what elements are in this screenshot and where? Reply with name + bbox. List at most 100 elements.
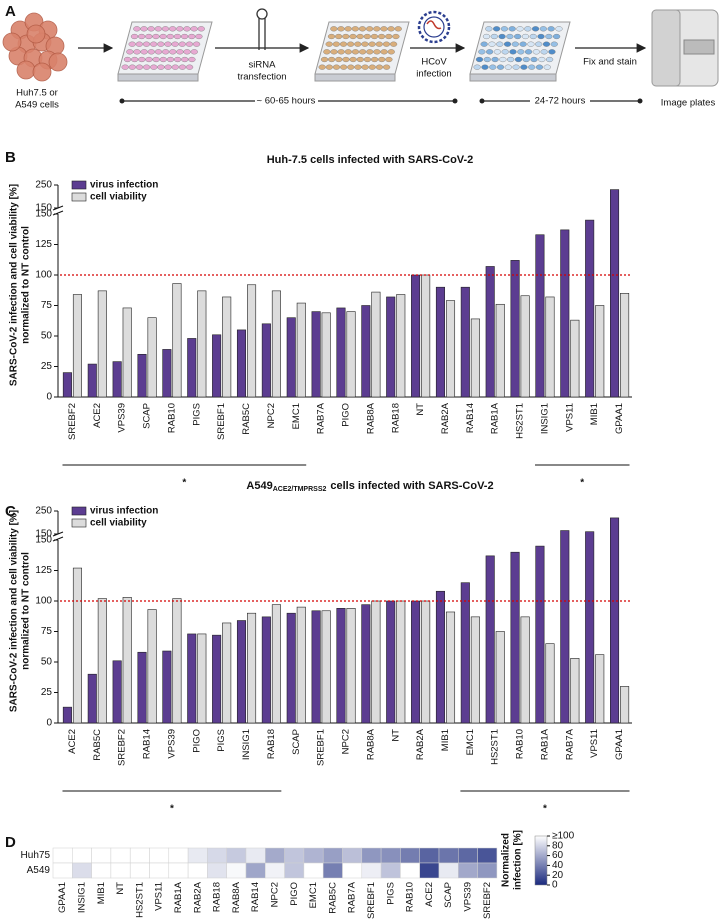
chart-title: A549ACE2/TMPRSS2 cells infected with SARS… — [246, 480, 493, 493]
legend-label: cell viability — [90, 192, 147, 203]
bar — [236, 620, 247, 724]
bar — [495, 303, 505, 398]
bar — [336, 307, 346, 398]
x-tick-label: EMC1 — [465, 729, 476, 755]
well — [366, 26, 374, 32]
well — [330, 26, 338, 32]
x-tick-label: RAB1A — [490, 402, 501, 434]
y-axis-label: normalized to NT control — [21, 226, 32, 344]
well — [347, 64, 355, 70]
column-label: PIGO — [289, 882, 300, 906]
x-tick-label: INSIG1 — [539, 403, 550, 434]
well — [553, 33, 561, 40]
well — [138, 33, 146, 40]
well — [387, 49, 395, 55]
well — [516, 26, 524, 32]
well — [503, 41, 512, 47]
heat-cell — [458, 847, 478, 864]
significance-label: * — [182, 478, 186, 489]
bar — [361, 305, 371, 398]
well — [537, 33, 545, 40]
colorbar-tick-label: 80 — [552, 840, 564, 851]
column-label: NPC2 — [269, 882, 280, 907]
x-tick-label: SCAP — [291, 729, 302, 755]
well — [166, 33, 174, 40]
bar — [520, 295, 530, 398]
bar — [172, 598, 182, 724]
bar — [460, 582, 470, 724]
heat-cell — [361, 847, 382, 864]
x-tick-label: ACE2 — [67, 729, 78, 754]
x-tick-label: GPAA1 — [614, 729, 625, 760]
heat-cell — [72, 847, 92, 864]
well — [330, 49, 338, 55]
infection-label: infection — [416, 69, 451, 80]
well — [543, 64, 551, 70]
well — [183, 49, 191, 55]
well — [509, 49, 517, 55]
well — [519, 41, 527, 47]
well — [347, 41, 355, 47]
well — [178, 64, 187, 70]
well — [190, 26, 198, 32]
x-tick-label: PIGO — [191, 729, 202, 753]
well — [157, 64, 165, 70]
well — [159, 33, 167, 40]
significance-label: * — [170, 804, 174, 815]
bar — [162, 349, 172, 398]
bar — [535, 234, 545, 398]
heat-cell — [72, 862, 92, 879]
y-tick-label: 150 — [35, 209, 52, 220]
well — [171, 41, 179, 47]
well — [349, 33, 357, 40]
cells-label: A549 cells — [15, 100, 59, 111]
colorbar-tick-label: 40 — [552, 860, 564, 871]
bar — [321, 610, 331, 724]
well — [498, 33, 506, 40]
well — [145, 56, 153, 63]
well — [490, 33, 498, 40]
colorbar — [534, 835, 548, 886]
row-label: A549 — [27, 865, 51, 876]
colorbar-label: infection [%] — [513, 830, 524, 890]
well — [337, 26, 345, 32]
heat-cell — [303, 862, 324, 879]
legend-label: virus infection — [90, 506, 158, 517]
heat-cell — [91, 862, 112, 879]
x-tick-label: RAB10 — [515, 729, 526, 759]
heat-cell — [265, 847, 285, 864]
well — [512, 64, 520, 70]
bar — [585, 219, 595, 398]
cell — [16, 60, 36, 80]
well — [473, 64, 481, 70]
well — [489, 64, 497, 70]
panel-label: B — [5, 149, 16, 166]
colorbar-label: Normalized — [501, 833, 512, 887]
bar — [296, 302, 306, 398]
panel-label: A — [5, 3, 16, 20]
x-tick-label: PIGO — [341, 403, 352, 427]
y-tick-label: 75 — [41, 626, 53, 637]
cells-label: Huh7.5 or — [16, 88, 58, 99]
well — [344, 26, 352, 32]
heat-cell — [438, 862, 459, 879]
heat-cell — [419, 847, 440, 864]
bar — [396, 294, 406, 398]
well — [335, 56, 343, 63]
y-tick-label: 150 — [35, 529, 52, 540]
well — [504, 64, 512, 70]
timeline-dots — [119, 98, 643, 104]
well — [378, 33, 386, 40]
bar — [560, 530, 570, 724]
bar — [386, 600, 396, 724]
well — [366, 49, 374, 55]
x-tick-label: ACE2 — [92, 403, 103, 428]
well — [181, 56, 189, 63]
bar — [570, 319, 580, 398]
heat-cell — [149, 862, 170, 879]
bar — [435, 590, 445, 724]
x-tick-label: NPC2 — [266, 403, 277, 428]
well — [192, 41, 201, 47]
bar — [585, 531, 595, 724]
heat-cell — [245, 847, 266, 864]
